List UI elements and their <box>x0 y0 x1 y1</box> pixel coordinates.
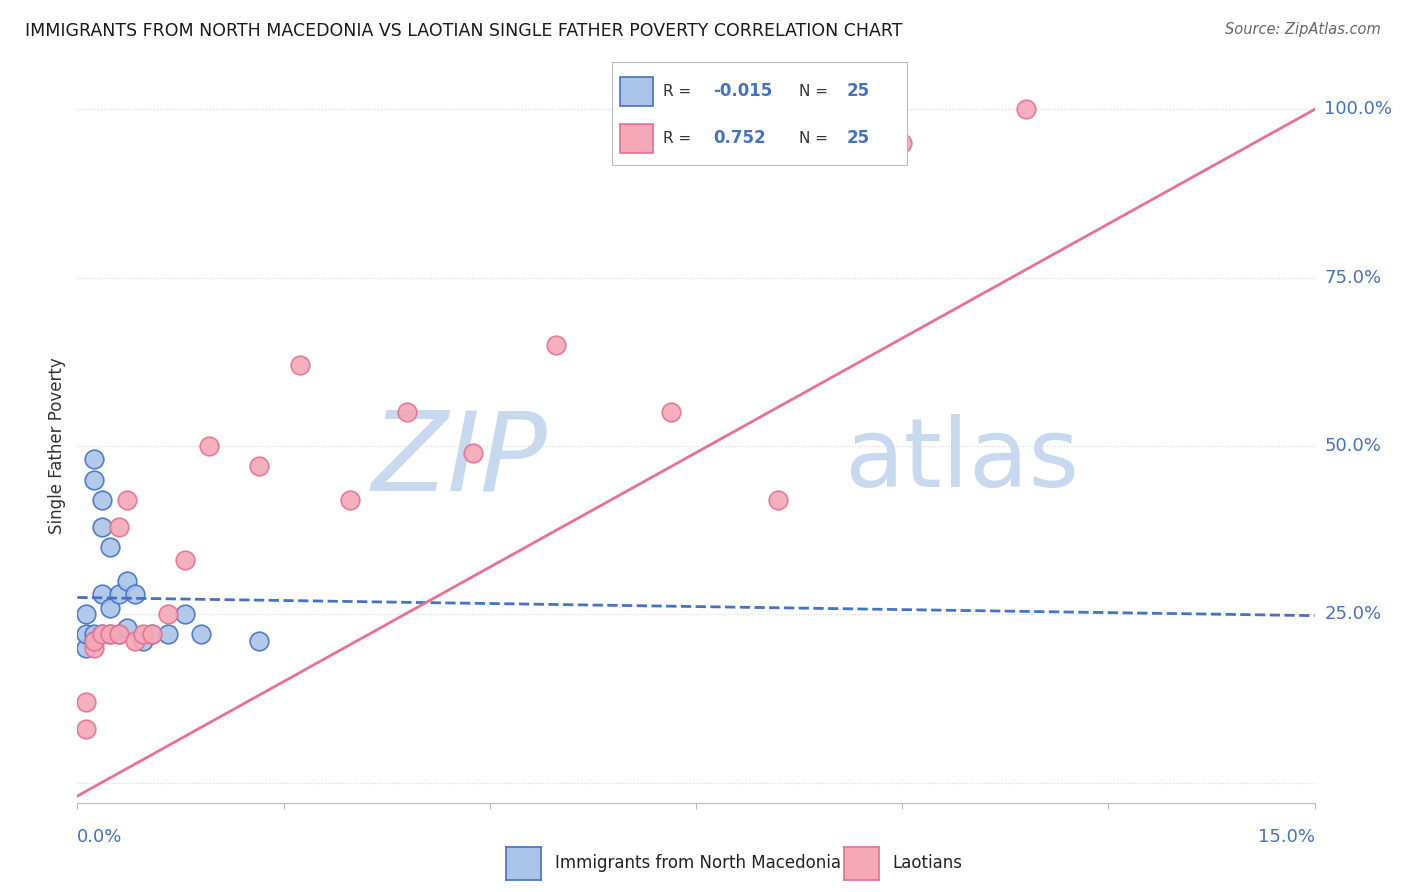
Point <box>339 492 361 507</box>
Point <box>107 587 129 601</box>
Point <box>173 607 195 622</box>
Text: 50.0%: 50.0% <box>1324 437 1381 455</box>
Text: 25: 25 <box>846 129 869 147</box>
Text: R =: R = <box>664 131 692 146</box>
Point <box>91 520 114 534</box>
Point <box>768 492 790 507</box>
Point <box>124 634 146 648</box>
Point <box>124 587 146 601</box>
Point <box>1015 103 1038 117</box>
Point <box>107 627 129 641</box>
Point <box>544 338 567 352</box>
Point <box>98 600 121 615</box>
Point <box>115 621 138 635</box>
Point <box>247 459 270 474</box>
Text: -0.015: -0.015 <box>713 82 773 100</box>
Point <box>141 627 163 641</box>
Point <box>157 607 180 622</box>
Point <box>288 358 311 372</box>
Point <box>83 473 105 487</box>
Text: Immigrants from North Macedonia: Immigrants from North Macedonia <box>555 855 841 872</box>
Text: 25.0%: 25.0% <box>1324 606 1382 624</box>
Point <box>98 627 121 641</box>
Point <box>83 640 105 655</box>
Point <box>91 492 114 507</box>
Text: 75.0%: 75.0% <box>1324 268 1382 286</box>
Point <box>107 627 129 641</box>
Point <box>141 627 163 641</box>
Point <box>396 405 419 419</box>
Point <box>75 627 97 641</box>
Text: ZIP: ZIP <box>371 407 547 514</box>
Point <box>83 627 105 641</box>
Text: Source: ZipAtlas.com: Source: ZipAtlas.com <box>1225 22 1381 37</box>
Text: 100.0%: 100.0% <box>1324 101 1392 119</box>
Bar <box>620 77 652 105</box>
Text: 25: 25 <box>846 82 869 100</box>
Point <box>98 627 121 641</box>
Point <box>83 452 105 467</box>
Point <box>75 722 97 736</box>
Text: 0.0%: 0.0% <box>77 828 122 846</box>
Point <box>91 627 114 641</box>
Bar <box>620 124 652 153</box>
Point <box>659 405 682 419</box>
Point <box>75 695 97 709</box>
Text: IMMIGRANTS FROM NORTH MACEDONIA VS LAOTIAN SINGLE FATHER POVERTY CORRELATION CHA: IMMIGRANTS FROM NORTH MACEDONIA VS LAOTI… <box>25 22 903 40</box>
Point <box>98 540 121 554</box>
Point <box>173 553 195 567</box>
Point <box>83 634 105 648</box>
Point <box>132 627 155 641</box>
Text: Laotians: Laotians <box>893 855 963 872</box>
Point <box>891 136 914 150</box>
Y-axis label: Single Father Poverty: Single Father Poverty <box>48 358 66 534</box>
Text: N =: N = <box>799 131 828 146</box>
Point <box>115 574 138 588</box>
Point <box>75 640 97 655</box>
Point <box>75 607 97 622</box>
Point <box>83 634 105 648</box>
Text: 15.0%: 15.0% <box>1257 828 1315 846</box>
Point <box>190 627 212 641</box>
Point <box>91 587 114 601</box>
Point <box>463 446 485 460</box>
Point <box>247 634 270 648</box>
Text: atlas: atlas <box>845 414 1080 507</box>
Point <box>115 492 138 507</box>
Point <box>132 634 155 648</box>
Text: 0.752: 0.752 <box>713 129 766 147</box>
Point <box>91 627 114 641</box>
Text: N =: N = <box>799 84 828 99</box>
Text: R =: R = <box>664 84 692 99</box>
Point <box>198 439 221 453</box>
Point <box>107 520 129 534</box>
Point <box>157 627 180 641</box>
